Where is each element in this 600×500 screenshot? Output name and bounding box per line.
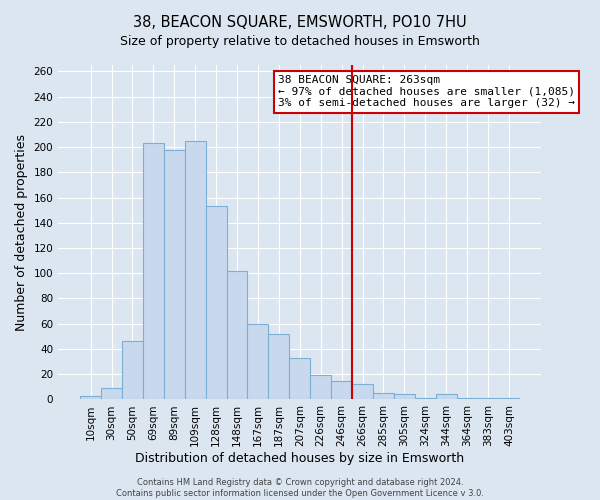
- Bar: [436, 394, 457, 400]
- Bar: [227, 270, 247, 400]
- Bar: [268, 334, 289, 400]
- Bar: [457, 398, 478, 400]
- Text: 38, BEACON SQUARE, EMSWORTH, PO10 7HU: 38, BEACON SQUARE, EMSWORTH, PO10 7HU: [133, 15, 467, 30]
- Bar: [122, 342, 143, 400]
- Y-axis label: Number of detached properties: Number of detached properties: [15, 134, 28, 330]
- Bar: [101, 388, 122, 400]
- Text: Contains HM Land Registry data © Crown copyright and database right 2024.
Contai: Contains HM Land Registry data © Crown c…: [116, 478, 484, 498]
- Bar: [247, 324, 268, 400]
- Bar: [206, 206, 227, 400]
- Bar: [394, 394, 415, 400]
- Bar: [499, 398, 520, 400]
- Bar: [143, 144, 164, 400]
- X-axis label: Distribution of detached houses by size in Emsworth: Distribution of detached houses by size …: [135, 452, 464, 465]
- Bar: [310, 376, 331, 400]
- Bar: [185, 140, 206, 400]
- Bar: [164, 150, 185, 400]
- Bar: [415, 398, 436, 400]
- Bar: [352, 384, 373, 400]
- Bar: [478, 398, 499, 400]
- Bar: [289, 358, 310, 400]
- Bar: [331, 380, 352, 400]
- Bar: [80, 396, 101, 400]
- Bar: [373, 393, 394, 400]
- Text: Size of property relative to detached houses in Emsworth: Size of property relative to detached ho…: [120, 35, 480, 48]
- Text: 38 BEACON SQUARE: 263sqm
← 97% of detached houses are smaller (1,085)
3% of semi: 38 BEACON SQUARE: 263sqm ← 97% of detach…: [278, 75, 575, 108]
